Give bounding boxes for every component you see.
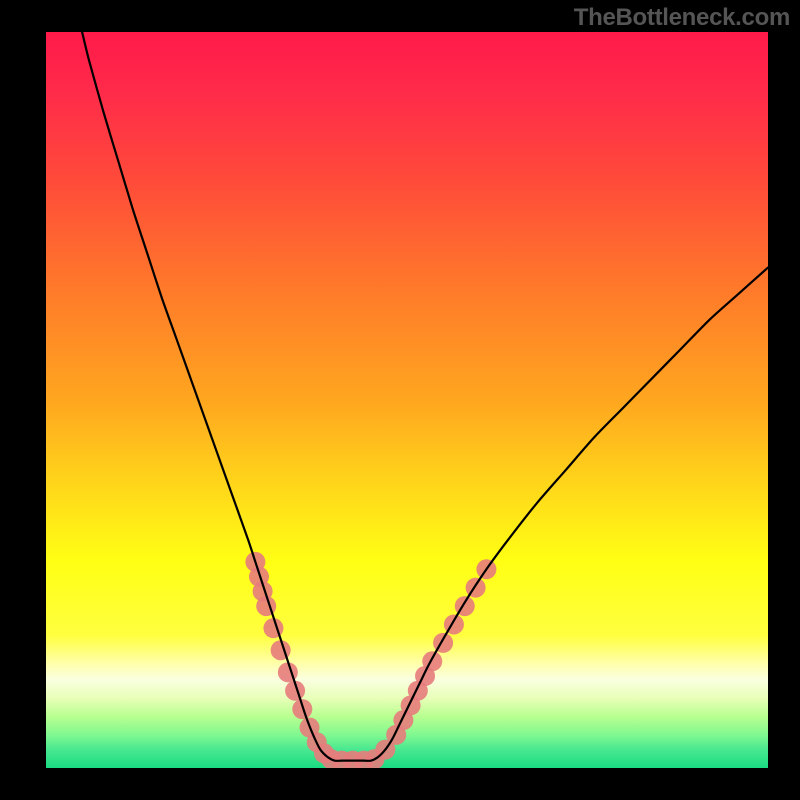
chart-frame: TheBottleneck.com: [0, 0, 800, 800]
plot-gradient-background: [46, 32, 768, 768]
accent-marker: [422, 651, 442, 671]
watermark-text: TheBottleneck.com: [574, 4, 790, 32]
chart-svg: [0, 0, 800, 800]
